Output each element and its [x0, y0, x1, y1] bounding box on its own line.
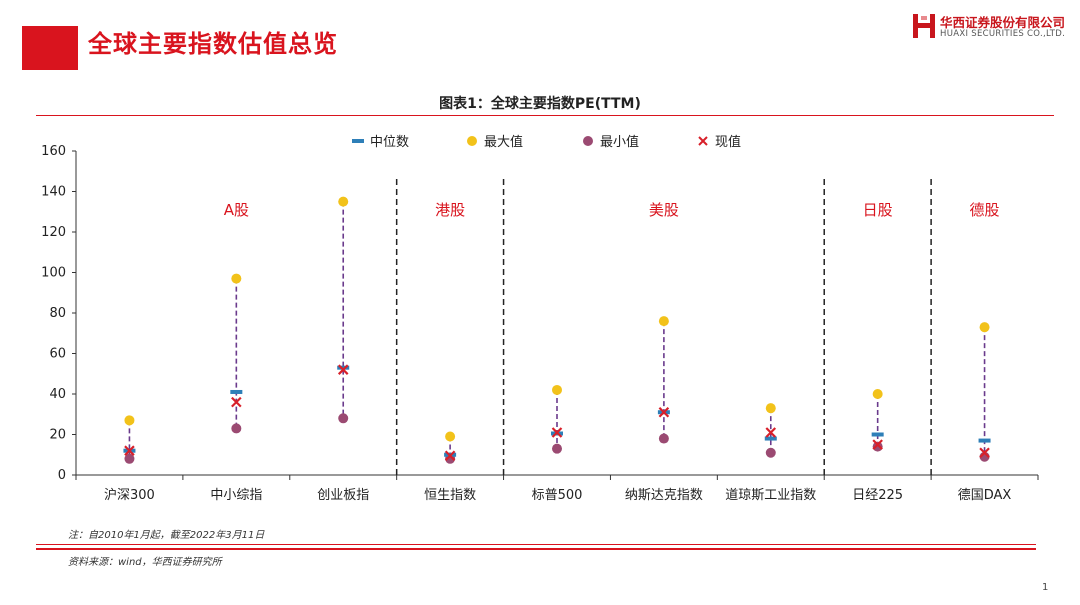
median-point	[764, 436, 777, 441]
x-tick-label: 日经225	[852, 488, 903, 503]
group-label: 德股	[970, 201, 1000, 219]
logo-company-name-en: HUAXI SECURITIES CO.,LTD.	[940, 29, 1066, 39]
current-point	[979, 447, 990, 459]
max-point	[658, 316, 669, 327]
x-tick-label: 恒生指数	[424, 488, 476, 503]
legend-max-swatch	[467, 136, 477, 146]
group-label: 港股	[435, 201, 465, 219]
page-number: 1	[1042, 582, 1049, 593]
y-tick-label: 140	[41, 185, 66, 200]
x-tick-label: 德国DAX	[958, 488, 1012, 503]
y-tick-label: 20	[49, 428, 66, 443]
legend-label: 最小值	[600, 134, 639, 150]
legend-label: 中位数	[370, 135, 409, 150]
group-label: 美股	[649, 201, 679, 219]
huaxi-logo-icon	[913, 14, 935, 38]
current-point	[337, 364, 349, 375]
y-tick-label: 40	[49, 387, 66, 402]
footer-divider-thin	[36, 544, 1036, 545]
legend-min-swatch	[583, 136, 593, 146]
current-point	[872, 439, 883, 450]
pe-range-chart: 0 20 40 60 80 100 120 140 160 沪深300 中小综指 创业板指 恒生指数 标普…	[41, 134, 1039, 503]
min-point	[124, 453, 135, 464]
y-tick-label: 160	[41, 144, 66, 159]
company-logo: 华西证券股份有限公司 HUAXI SECURITIES CO.,LTD.	[912, 10, 1072, 44]
logo-company-name-cn: 华西证券股份有限公司	[940, 15, 1066, 30]
max-point	[231, 273, 242, 284]
y-tick-label: 120	[41, 225, 66, 240]
page-title: 全球主要指数估值总览	[88, 30, 338, 58]
min-point	[231, 423, 242, 434]
chart-title: 图表1：全球主要指数PE(TTM)	[439, 96, 641, 112]
x-tick-label: 创业板指	[317, 488, 369, 503]
current-point	[231, 396, 242, 408]
max-point	[552, 384, 562, 395]
x-tick-label: 纳斯达克指数	[625, 488, 703, 503]
legend-median-swatch	[352, 139, 364, 143]
group-label: 日股	[863, 201, 893, 219]
x-tick-label: 道琼斯工业指数	[725, 488, 816, 503]
current-point	[444, 450, 456, 462]
min-point	[338, 413, 349, 424]
current-point	[124, 445, 135, 456]
legend-current-swatch	[698, 136, 708, 146]
x-tick-label: 中小综指	[210, 488, 262, 503]
max-point	[765, 403, 776, 414]
y-tick-label: 60	[49, 347, 66, 362]
legend-label: 最大值	[484, 134, 523, 150]
max-point	[445, 431, 456, 442]
footer-divider-thick	[36, 548, 1036, 550]
y-tick-label: 100	[41, 266, 66, 281]
min-point	[658, 433, 669, 444]
source-note: 资料来源：wind，华西证券研究所	[68, 557, 222, 568]
min-point	[872, 441, 883, 452]
median-point	[978, 438, 991, 443]
min-point	[765, 447, 776, 458]
current-point	[765, 427, 777, 438]
median-point	[230, 389, 243, 394]
x-tick-label: 沪深300	[104, 487, 155, 503]
current-point	[551, 427, 563, 438]
max-point	[872, 389, 883, 399]
max-point	[124, 415, 135, 426]
x-tick-label: 标普500	[532, 488, 583, 503]
min-point	[552, 443, 562, 454]
current-point	[658, 406, 670, 418]
y-tick-label: 80	[49, 306, 66, 321]
y-tick-label: 0	[58, 468, 66, 483]
max-point	[979, 322, 990, 333]
group-label: A股	[224, 201, 249, 219]
legend-label: 现值	[715, 134, 741, 150]
max-point	[338, 196, 349, 207]
median-point	[337, 365, 350, 370]
footnote: 注：自2010年1月起，截至2022年3月11日	[68, 530, 265, 541]
title-divider	[36, 115, 1054, 116]
median-point	[871, 432, 884, 437]
header-accent-block	[22, 26, 78, 70]
